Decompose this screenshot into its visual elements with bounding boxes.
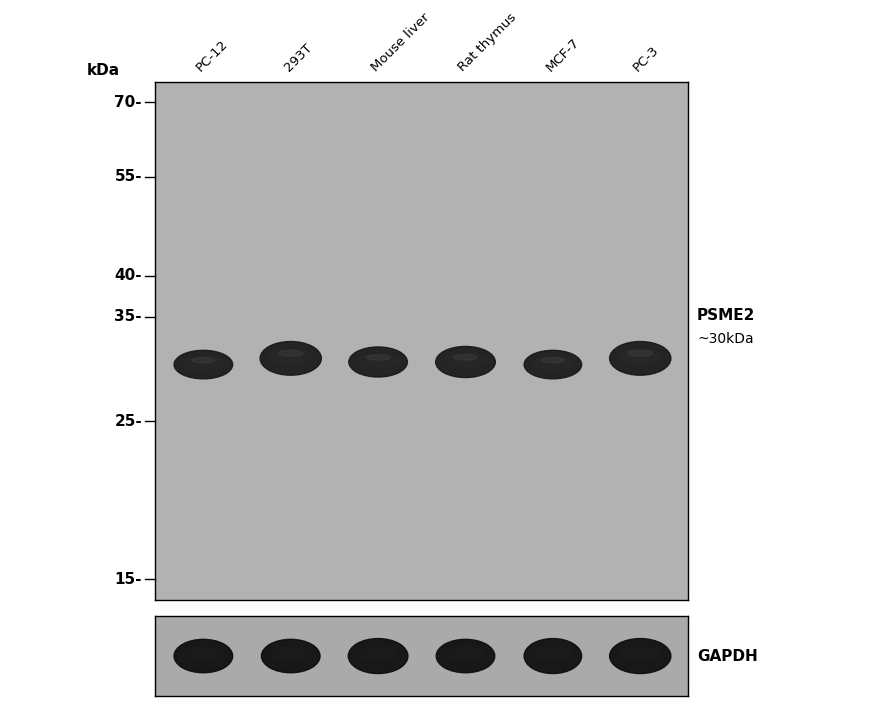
Ellipse shape <box>183 356 224 370</box>
Text: Rat thymus: Rat thymus <box>456 11 519 74</box>
Ellipse shape <box>524 350 582 379</box>
Ellipse shape <box>359 648 398 660</box>
Text: 35-: 35- <box>115 310 142 324</box>
Ellipse shape <box>185 648 222 660</box>
Ellipse shape <box>174 350 233 379</box>
Ellipse shape <box>192 358 215 363</box>
Ellipse shape <box>628 350 653 356</box>
Ellipse shape <box>279 350 303 356</box>
Ellipse shape <box>436 346 496 378</box>
Ellipse shape <box>524 638 582 674</box>
Text: MCF-7: MCF-7 <box>543 36 583 74</box>
Ellipse shape <box>269 349 313 364</box>
Text: 15-: 15- <box>115 572 142 586</box>
Text: GAPDH: GAPDH <box>697 648 757 664</box>
Ellipse shape <box>447 648 485 660</box>
Text: PC-3: PC-3 <box>631 43 662 74</box>
Ellipse shape <box>542 358 565 363</box>
Ellipse shape <box>454 354 478 360</box>
Ellipse shape <box>445 354 487 368</box>
Ellipse shape <box>609 638 670 674</box>
Ellipse shape <box>436 639 495 673</box>
Text: 293T: 293T <box>281 41 314 74</box>
Ellipse shape <box>174 639 233 673</box>
Ellipse shape <box>348 638 408 674</box>
Ellipse shape <box>609 342 670 375</box>
Ellipse shape <box>535 648 572 660</box>
Text: PC-12: PC-12 <box>194 37 231 74</box>
Ellipse shape <box>272 648 310 660</box>
Text: 70-: 70- <box>115 94 142 110</box>
Ellipse shape <box>358 354 399 367</box>
Ellipse shape <box>367 355 390 360</box>
Text: 25-: 25- <box>115 413 142 429</box>
Text: 55-: 55- <box>115 170 142 185</box>
Text: Mouse liver: Mouse liver <box>369 11 432 74</box>
Ellipse shape <box>621 648 660 660</box>
Ellipse shape <box>533 356 573 370</box>
Text: PSME2: PSME2 <box>697 307 756 322</box>
Text: ~30kDa: ~30kDa <box>697 332 754 346</box>
Text: 40-: 40- <box>115 268 142 283</box>
Text: kDa: kDa <box>87 63 120 78</box>
Ellipse shape <box>260 342 321 375</box>
Ellipse shape <box>349 347 408 377</box>
Ellipse shape <box>261 639 320 673</box>
Ellipse shape <box>619 349 662 364</box>
